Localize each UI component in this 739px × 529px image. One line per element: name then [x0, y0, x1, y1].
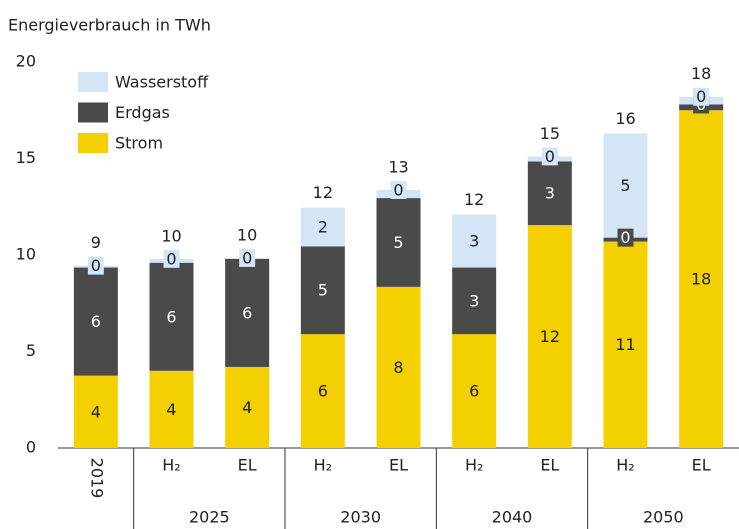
legend-label: Strom	[115, 134, 163, 153]
bar-segment	[225, 366, 270, 448]
legend-label: Wasserstoff	[115, 73, 209, 92]
total-label: 9	[91, 233, 101, 252]
value-label: 12	[540, 327, 560, 346]
value-label: 0	[166, 249, 176, 268]
label-box	[541, 147, 558, 166]
value-label: 4	[242, 398, 252, 417]
value-label: 6	[469, 382, 479, 401]
total-label: 16	[615, 109, 635, 128]
total-label: 10	[161, 226, 181, 245]
bar-segment	[300, 246, 345, 335]
value-label: 0	[620, 228, 630, 247]
label-box	[693, 87, 710, 106]
total-label: 15	[540, 124, 560, 143]
value-label: 3	[469, 232, 479, 251]
label-box	[239, 248, 256, 267]
value-label: 11	[615, 335, 635, 354]
group-label: 2050	[643, 508, 684, 527]
total-label: 12	[464, 190, 484, 209]
bar-segment	[603, 133, 648, 238]
x-tick-label: EL	[540, 456, 559, 475]
group-label: 2025	[189, 508, 230, 527]
chart-title: Energieverbrauch in TWh	[8, 16, 211, 35]
value-label: 4	[91, 402, 101, 421]
bar-segment	[603, 241, 648, 448]
legend-label: Erdgas	[115, 103, 170, 122]
x-tick-label: 2019	[87, 458, 106, 499]
legend-swatch	[78, 133, 108, 153]
value-label: 5	[620, 176, 630, 195]
bar-segment	[527, 161, 572, 226]
value-label: 18	[691, 270, 711, 289]
bar-segment	[452, 267, 497, 335]
x-tick-label: EL	[692, 456, 711, 475]
value-label: 0	[242, 248, 252, 267]
value-label: 5	[393, 233, 403, 252]
legend-swatch	[78, 72, 108, 92]
bar-segment	[376, 198, 421, 287]
value-label: 6	[318, 382, 328, 401]
value-label: 3	[469, 291, 479, 310]
bar-segment	[73, 375, 118, 448]
value-label: 3	[545, 184, 555, 203]
bar-segment	[376, 286, 421, 448]
value-label: 6	[166, 307, 176, 326]
bar-segment	[452, 334, 497, 448]
y-tick-label: 10	[16, 245, 36, 264]
total-label: 10	[237, 225, 257, 244]
value-label: 0	[545, 147, 555, 166]
y-tick-label: 5	[26, 341, 36, 360]
value-label: 2	[318, 218, 328, 237]
x-tick-label: H₂	[314, 456, 332, 475]
bar-segment	[149, 370, 194, 448]
x-tick-label: H₂	[162, 456, 180, 475]
x-tick-label: EL	[238, 456, 257, 475]
y-tick-label: 20	[16, 52, 36, 71]
label-box	[87, 256, 104, 275]
label-box	[163, 249, 180, 268]
value-label: 4	[166, 400, 176, 419]
x-tick-label: H₂	[465, 456, 483, 475]
total-label: 13	[388, 157, 408, 176]
group-label: 2040	[492, 508, 533, 527]
y-tick-label: 15	[16, 148, 36, 167]
total-label: 12	[313, 183, 333, 202]
bar-segment	[149, 262, 194, 371]
value-label: 0	[91, 256, 101, 275]
value-label: 0	[696, 87, 706, 106]
bar-segment	[300, 207, 345, 247]
group-label: 2030	[340, 508, 381, 527]
bar-segment	[73, 267, 118, 376]
bar-segment	[300, 334, 345, 448]
label-box	[617, 228, 634, 247]
bar-segment	[452, 214, 497, 268]
bar-segment	[527, 225, 572, 448]
total-label: 18	[691, 64, 711, 83]
y-tick-label: 0	[26, 438, 36, 457]
x-tick-label: H₂	[616, 456, 634, 475]
bar-segment	[225, 258, 270, 367]
value-label: 0	[393, 180, 403, 199]
label-box	[390, 180, 407, 199]
value-label: 6	[242, 303, 252, 322]
value-label: 5	[318, 281, 328, 300]
x-tick-label: EL	[389, 456, 408, 475]
value-label: 8	[393, 358, 403, 377]
legend-swatch	[78, 102, 108, 123]
bar-segment	[679, 110, 724, 448]
value-label: 6	[91, 312, 101, 331]
